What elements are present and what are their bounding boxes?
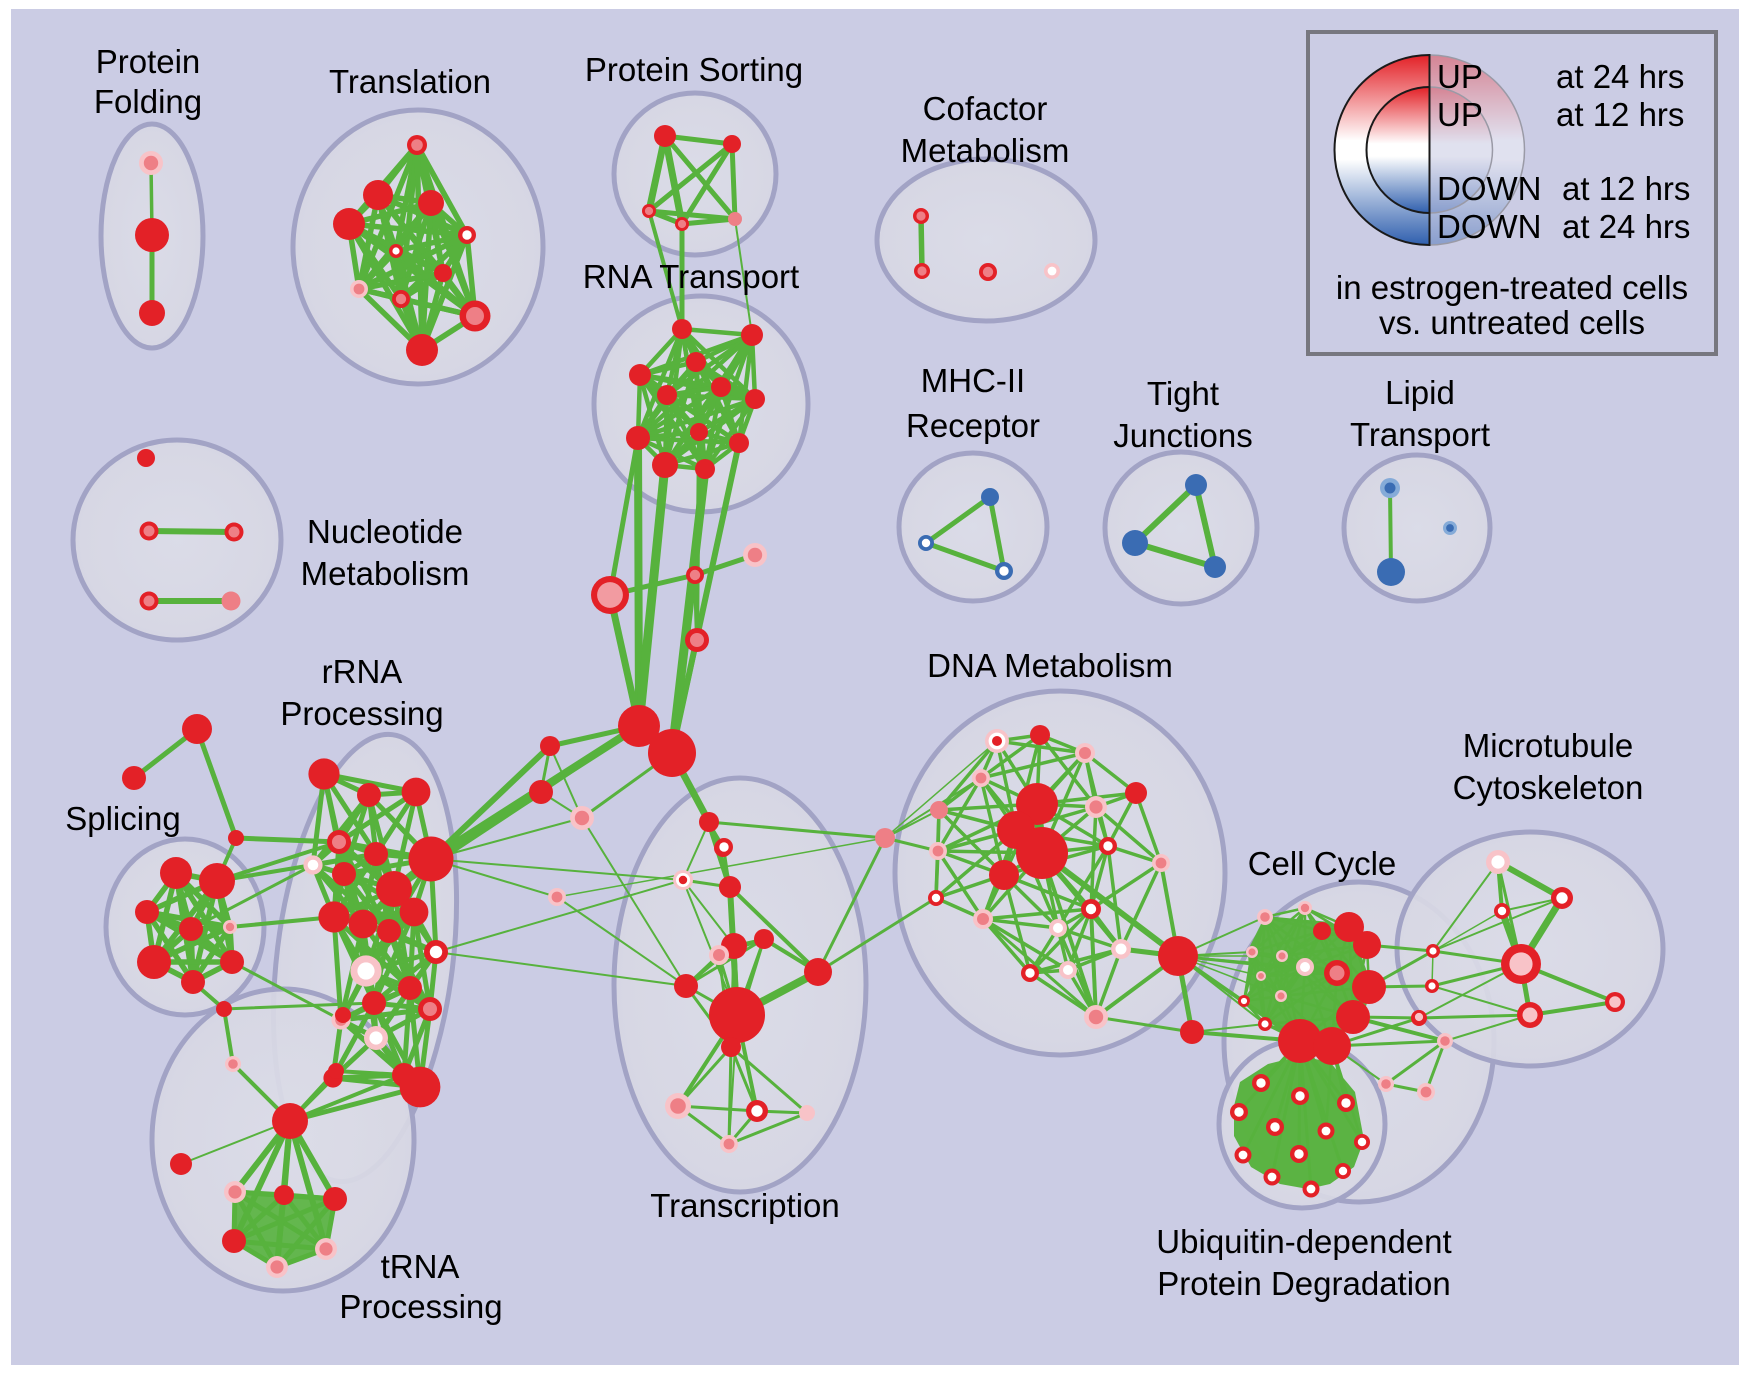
svg-text:Nucleotide: Nucleotide (307, 513, 463, 550)
svg-text:Processing: Processing (280, 695, 443, 732)
svg-text:at 12 hrs: at 12 hrs (1562, 170, 1690, 207)
svg-text:vs. untreated cells: vs. untreated cells (1379, 304, 1645, 341)
svg-text:Translation: Translation (329, 63, 491, 100)
svg-text:RNA Transport: RNA Transport (583, 258, 799, 295)
svg-text:DNA Metabolism: DNA Metabolism (927, 647, 1173, 684)
svg-text:Microtubule: Microtubule (1463, 727, 1634, 764)
svg-text:Metabolism: Metabolism (901, 132, 1070, 169)
svg-text:Processing: Processing (339, 1288, 502, 1325)
svg-text:Cofactor: Cofactor (923, 90, 1048, 127)
svg-text:Transcription: Transcription (650, 1187, 840, 1224)
svg-text:in estrogen-treated cells: in estrogen-treated cells (1336, 269, 1688, 306)
svg-text:Metabolism: Metabolism (301, 555, 470, 592)
svg-text:Tight: Tight (1147, 375, 1219, 412)
svg-text:Cell Cycle: Cell Cycle (1248, 845, 1397, 882)
svg-text:at 12 hrs: at 12 hrs (1556, 96, 1684, 133)
svg-text:Protein: Protein (96, 43, 201, 80)
svg-text:Lipid: Lipid (1385, 374, 1455, 411)
svg-text:Ubiquitin-dependent: Ubiquitin-dependent (1156, 1223, 1451, 1260)
svg-text:Protein Sorting: Protein Sorting (585, 51, 803, 88)
svg-text:Protein Degradation: Protein Degradation (1157, 1265, 1451, 1302)
svg-text:tRNA: tRNA (381, 1248, 460, 1285)
svg-text:Junctions: Junctions (1113, 417, 1252, 454)
svg-text:rRNA: rRNA (322, 653, 403, 690)
svg-text:UP: UP (1437, 58, 1483, 95)
svg-text:DOWN: DOWN (1437, 208, 1541, 245)
svg-text:UP: UP (1437, 96, 1483, 133)
svg-text:MHC-II: MHC-II (921, 362, 1025, 399)
svg-text:Receptor: Receptor (906, 407, 1040, 444)
svg-text:at 24 hrs: at 24 hrs (1562, 208, 1690, 245)
svg-text:at 24 hrs: at 24 hrs (1556, 58, 1684, 95)
svg-text:Transport: Transport (1350, 416, 1490, 453)
svg-text:DOWN: DOWN (1437, 170, 1541, 207)
svg-text:Cytoskeleton: Cytoskeleton (1453, 769, 1644, 806)
svg-text:Splicing: Splicing (65, 800, 181, 837)
svg-text:Folding: Folding (94, 83, 202, 120)
